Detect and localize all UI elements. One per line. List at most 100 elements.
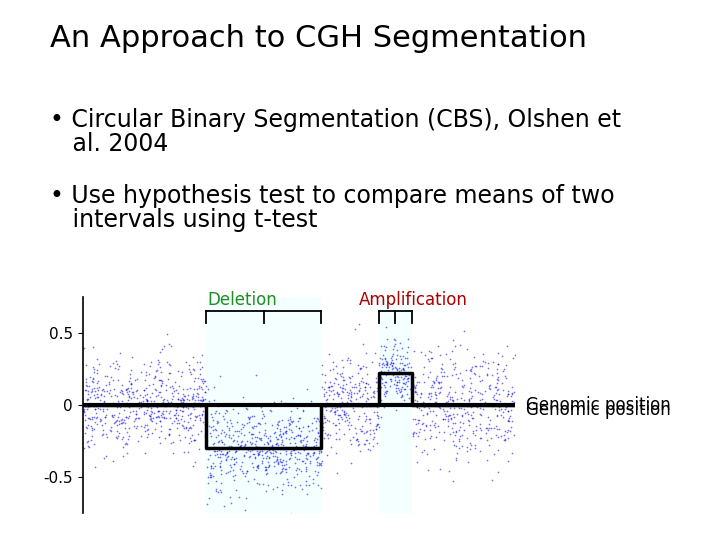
Point [160, 414, 171, 422]
Point [492, 376, 503, 384]
Point [361, 394, 373, 402]
Point [275, 432, 287, 441]
Point [437, 404, 449, 413]
Point [297, 442, 309, 451]
Point [400, 377, 412, 386]
Point [489, 390, 500, 399]
Point [335, 413, 346, 422]
Point [397, 364, 408, 373]
Point [163, 340, 174, 349]
Point [373, 395, 384, 404]
Point [81, 386, 92, 395]
Point [377, 358, 389, 367]
Point [155, 376, 166, 384]
Point [212, 453, 223, 461]
Point [409, 415, 420, 423]
Point [107, 398, 119, 407]
Point [454, 431, 465, 440]
Point [199, 377, 210, 386]
Point [264, 454, 275, 462]
Point [91, 369, 102, 377]
Point [471, 399, 482, 408]
Point [269, 428, 281, 436]
Point [235, 437, 247, 446]
Point [204, 451, 216, 460]
Point [455, 394, 467, 403]
Point [161, 358, 173, 367]
Point [195, 427, 207, 435]
Point [202, 462, 213, 471]
Point [125, 384, 136, 393]
Point [292, 431, 304, 440]
Point [342, 420, 354, 429]
Point [186, 395, 198, 403]
Point [204, 429, 215, 437]
Point [258, 443, 269, 452]
Point [172, 389, 184, 398]
Point [380, 378, 392, 387]
Point [105, 423, 117, 431]
Point [84, 373, 96, 382]
Text: Genomic position: Genomic position [526, 396, 670, 414]
Point [378, 342, 390, 350]
Point [163, 430, 175, 439]
Point [393, 363, 405, 372]
Point [320, 396, 331, 405]
Point [475, 400, 487, 408]
Point [470, 421, 482, 430]
Point [398, 374, 410, 382]
Point [152, 391, 163, 400]
Point [210, 451, 221, 460]
Point [428, 407, 439, 415]
Point [285, 417, 297, 426]
Point [220, 455, 232, 464]
Point [325, 442, 337, 451]
Point [449, 342, 461, 350]
Point [250, 436, 261, 445]
Point [372, 399, 384, 407]
Point [173, 418, 184, 427]
Point [283, 419, 294, 428]
Point [248, 462, 259, 471]
Point [487, 392, 498, 401]
Point [453, 425, 464, 434]
Point [253, 434, 265, 443]
Point [466, 411, 477, 420]
Point [443, 411, 454, 420]
Point [393, 367, 405, 375]
Point [98, 387, 109, 396]
Point [321, 416, 333, 425]
Point [256, 434, 267, 443]
Point [371, 377, 382, 386]
Point [271, 438, 283, 447]
Point [302, 449, 314, 457]
Point [81, 375, 92, 383]
Point [302, 422, 314, 430]
Point [144, 393, 156, 401]
Point [163, 409, 175, 418]
Point [381, 356, 392, 365]
Point [102, 387, 113, 395]
Point [396, 390, 408, 399]
Point [279, 423, 290, 431]
Point [414, 393, 426, 402]
Point [386, 356, 397, 364]
Point [500, 426, 511, 435]
Point [384, 382, 395, 391]
Point [185, 424, 197, 433]
Point [127, 387, 139, 396]
Point [96, 385, 108, 394]
Point [294, 448, 306, 457]
Point [145, 410, 156, 418]
Point [125, 374, 136, 383]
Point [479, 357, 490, 366]
Point [280, 450, 292, 458]
Point [171, 414, 182, 422]
Point [224, 493, 235, 502]
Point [316, 416, 328, 425]
Point [457, 383, 469, 391]
Point [109, 418, 120, 427]
Point [266, 442, 278, 450]
Point [150, 418, 161, 427]
Point [282, 481, 294, 489]
